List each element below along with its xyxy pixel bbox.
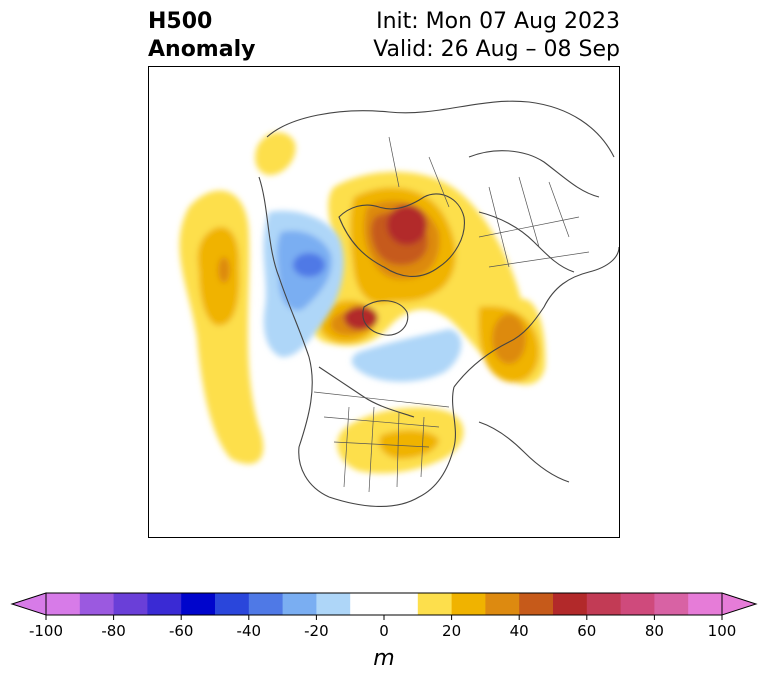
colorbar-unit-label: m [373,646,395,671]
valid-range-label: Valid: 26 Aug – 08 Sep [373,37,620,62]
colorbar-bins [46,593,723,615]
colorbar-bin [553,593,588,615]
colorbar-bin [113,593,148,615]
colorbar-bin [282,593,317,615]
colorbar-bin [620,593,655,615]
colorbar-bin [586,593,622,615]
colorbar-tick-label: 0 [379,622,389,640]
colorbar-tick-label: -80 [101,622,126,640]
colorbar-tick-label: -60 [169,622,194,640]
variable-label: H500 [148,9,213,34]
field-type-label: Anomaly [148,37,256,62]
colorbar-bin [147,593,182,615]
colorbar-bin [350,593,419,615]
colorbar-tick-label: 80 [645,622,664,640]
map-canvas [179,100,619,507]
coastline-layer [258,100,619,507]
colorbar-tick-label: 40 [510,622,529,640]
colorbar-bin [688,593,723,615]
colorbar-bin [417,593,453,615]
title-block-left: H500 Anomaly [148,8,255,64]
init-date-label: Init: Mon 07 Aug 2023 [376,9,620,34]
positive-anomaly-layer [179,132,546,474]
colorbar-bin [215,593,250,615]
colorbar-tick-label: 20 [442,622,461,640]
colorbar-bin [519,593,554,615]
colorbar-bin [451,593,486,615]
colorbar-bin [654,593,689,615]
colorbar-bin [79,593,115,615]
colorbar-bin [485,593,520,615]
colorbar-extend-low [10,592,47,616]
title-block-right: Init: Mon 07 Aug 2023 Valid: 26 Aug – 08… [373,8,620,64]
border-layer [313,136,590,493]
colorbar-tick-label: 60 [577,622,596,640]
colorbar-extend-high [721,592,758,616]
colorbar: -100 -80 -60 -40 -20 0 20 40 60 80 100 [10,592,758,640]
colorbar-tick-label: -20 [304,622,329,640]
colorbar-tick-label: -100 [29,622,63,640]
colorbar-tick-label: 100 [708,622,737,640]
anomaly-map [148,66,620,538]
colorbar-bin [316,593,351,615]
negative-anomaly-layer [263,210,462,382]
colorbar-tick-label: -40 [237,622,262,640]
colorbar-bin [181,593,216,615]
colorbar-bin [46,593,81,615]
colorbar-ticks: -100 -80 -60 -40 -20 0 20 40 60 80 100 [29,615,736,640]
colorbar-bin [248,593,284,615]
